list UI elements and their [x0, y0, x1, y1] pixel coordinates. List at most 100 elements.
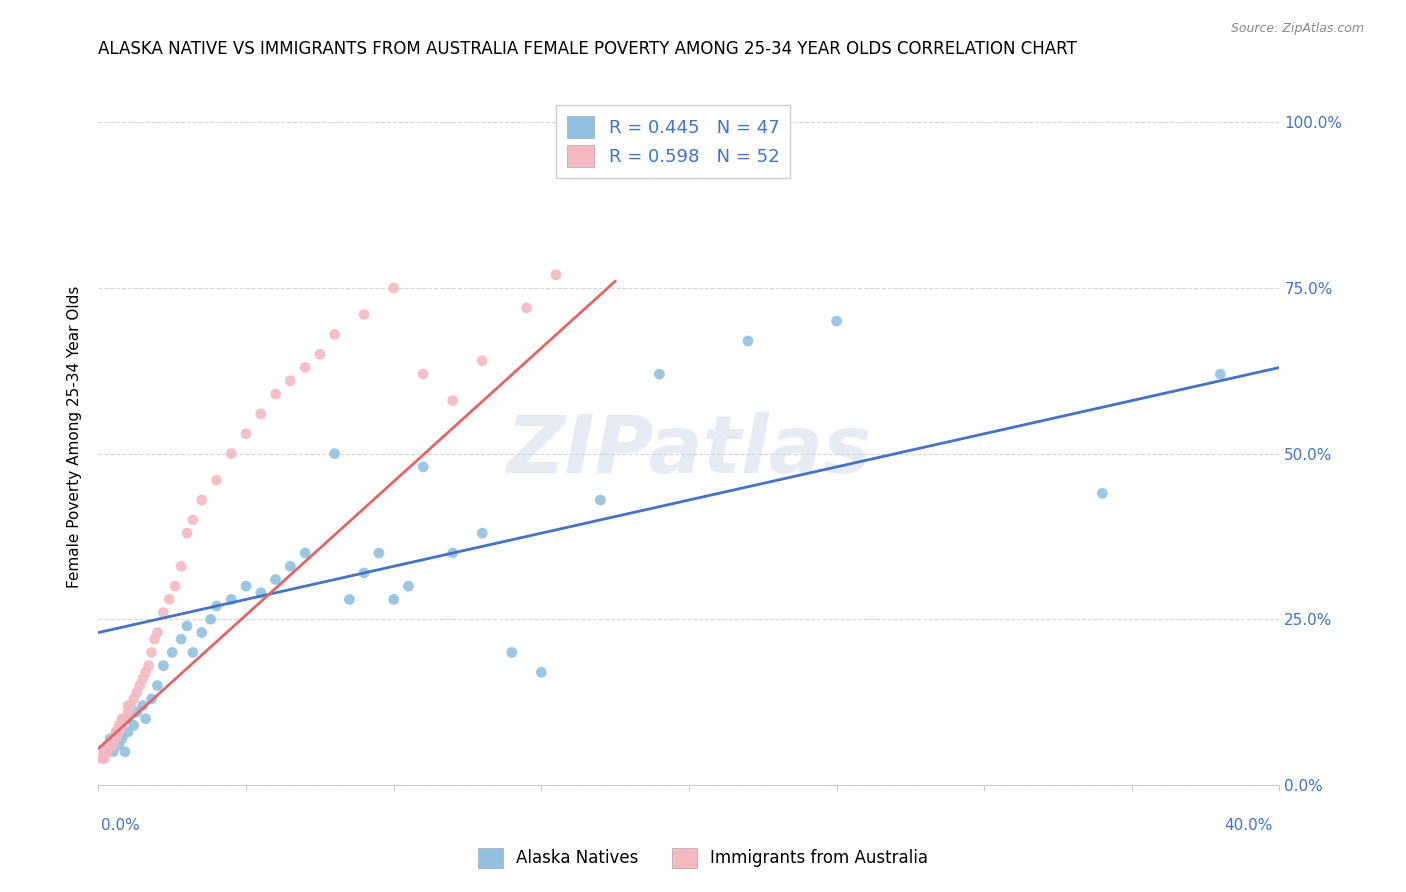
Point	[105, 725, 128, 739]
Point	[122, 718, 145, 732]
Point	[530, 665, 553, 680]
Point	[191, 493, 214, 508]
Point	[219, 592, 242, 607]
Point	[93, 745, 115, 759]
Point	[114, 745, 136, 759]
Point	[294, 546, 316, 560]
Point	[146, 679, 169, 693]
Point	[170, 632, 193, 647]
Point	[501, 645, 523, 659]
Point	[441, 546, 464, 560]
Point	[117, 698, 139, 713]
Point	[323, 447, 346, 461]
Text: ALASKA NATIVE VS IMMIGRANTS FROM AUSTRALIA FEMALE POVERTY AMONG 25-34 YEAR OLDS : ALASKA NATIVE VS IMMIGRANTS FROM AUSTRAL…	[98, 40, 1077, 58]
Point	[96, 745, 118, 759]
Point	[441, 393, 464, 408]
Legend: Alaska Natives, Immigrants from Australia: Alaska Natives, Immigrants from Australi…	[471, 841, 935, 875]
Point	[111, 718, 134, 732]
Point	[200, 612, 222, 626]
Point	[105, 731, 128, 746]
Point	[382, 281, 405, 295]
Point	[382, 592, 405, 607]
Point	[605, 115, 627, 129]
Point	[122, 691, 145, 706]
Point	[138, 658, 160, 673]
Text: ZIPatlas: ZIPatlas	[506, 412, 872, 490]
Point	[152, 658, 174, 673]
Point	[152, 606, 174, 620]
Point	[250, 586, 273, 600]
Point	[125, 705, 148, 719]
Point	[96, 745, 118, 759]
Point	[471, 526, 494, 541]
Point	[323, 327, 346, 342]
Point	[98, 738, 121, 752]
Text: 0.0%: 0.0%	[101, 818, 141, 832]
Point	[114, 712, 136, 726]
Point	[117, 725, 139, 739]
Point	[219, 447, 242, 461]
Point	[132, 698, 155, 713]
Point	[546, 268, 568, 282]
Point	[1209, 367, 1232, 381]
Point	[309, 347, 332, 361]
Point	[93, 751, 115, 765]
Point	[294, 360, 316, 375]
Point	[125, 685, 148, 699]
Point	[176, 526, 198, 541]
Point	[117, 712, 139, 726]
Point	[825, 314, 848, 328]
Point	[90, 751, 112, 765]
Point	[176, 619, 198, 633]
Point	[515, 301, 537, 315]
Point	[471, 354, 494, 368]
Point	[93, 745, 115, 759]
Point	[103, 745, 125, 759]
Legend: R = 0.445   N = 47, R = 0.598   N = 52: R = 0.445 N = 47, R = 0.598 N = 52	[557, 105, 790, 178]
Point	[108, 718, 131, 732]
Point	[737, 334, 759, 348]
Point	[98, 731, 121, 746]
Point	[141, 691, 163, 706]
Point	[128, 679, 150, 693]
Point	[96, 738, 118, 752]
Point	[339, 592, 360, 607]
Point	[157, 592, 180, 607]
Point	[117, 705, 139, 719]
Point	[132, 672, 155, 686]
Point	[103, 738, 125, 752]
Point	[162, 645, 183, 659]
Point	[205, 473, 228, 487]
Point	[108, 738, 131, 752]
Point	[368, 546, 391, 560]
Point	[111, 731, 134, 746]
Point	[135, 712, 157, 726]
Point	[105, 725, 128, 739]
Text: Source: ZipAtlas.com: Source: ZipAtlas.com	[1230, 22, 1364, 36]
Point	[146, 625, 169, 640]
Point	[353, 308, 375, 322]
Point	[648, 367, 671, 381]
Point	[589, 493, 612, 508]
Point	[165, 579, 187, 593]
Point	[412, 459, 434, 474]
Point	[1091, 486, 1114, 500]
Point	[278, 559, 302, 574]
Point	[170, 559, 193, 574]
Point	[108, 725, 131, 739]
Point	[141, 645, 163, 659]
Point	[181, 513, 204, 527]
Point	[135, 665, 157, 680]
Point	[205, 599, 228, 613]
Point	[98, 738, 121, 752]
Point	[264, 573, 287, 587]
Point	[412, 367, 434, 381]
Point	[143, 632, 166, 647]
Point	[111, 712, 134, 726]
Point	[250, 407, 273, 421]
Point	[191, 625, 214, 640]
Text: 40.0%: 40.0%	[1225, 818, 1272, 832]
Point	[264, 387, 287, 401]
Point	[103, 731, 125, 746]
Point	[353, 566, 375, 580]
